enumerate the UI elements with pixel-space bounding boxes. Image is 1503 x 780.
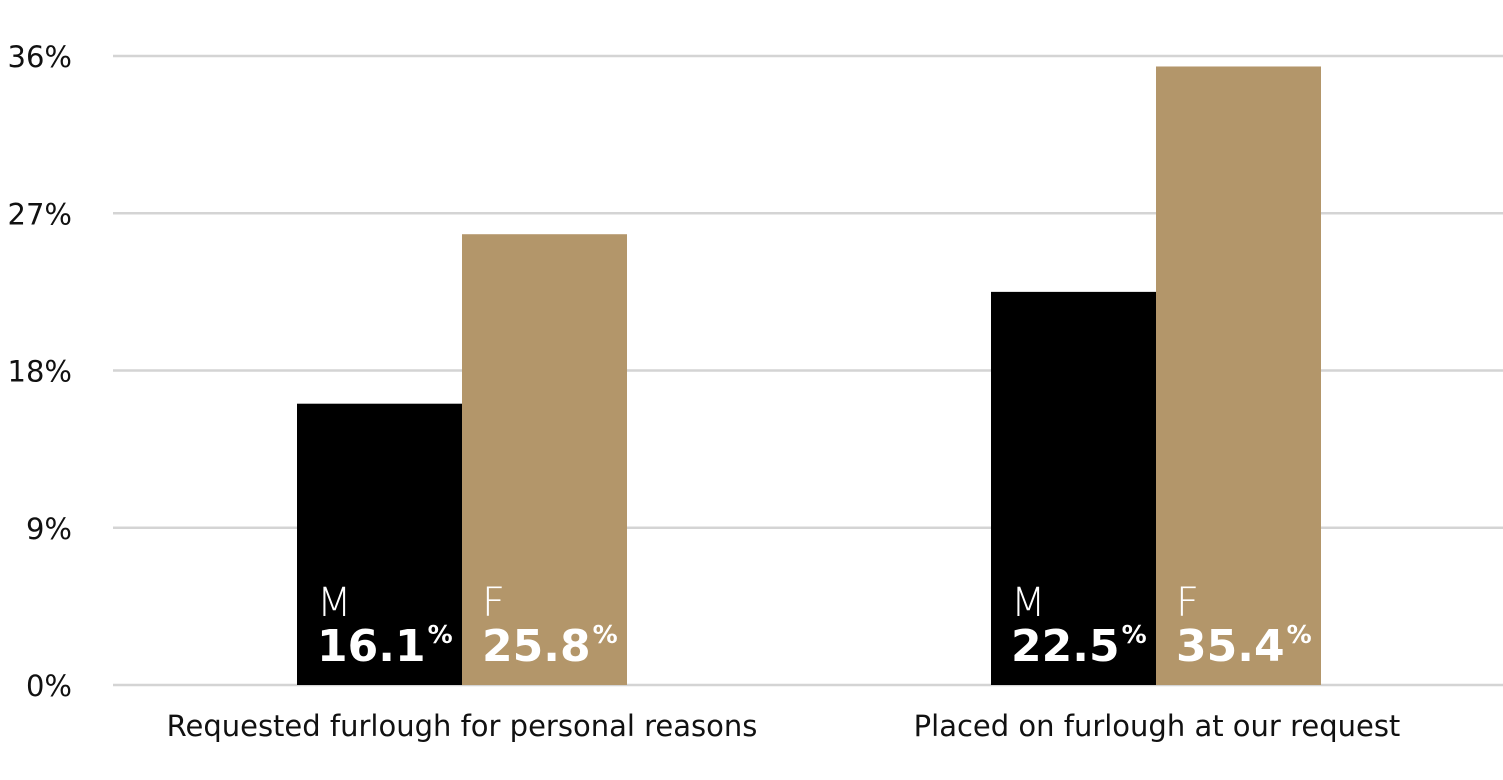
y-tick-label: 36% [8,40,72,74]
bar-m-1 [297,403,462,685]
data-label: 35.4% [1176,620,1312,672]
data-label: 22.5% [1011,620,1147,672]
bars [297,66,1321,685]
series-letter-label: M [317,580,352,626]
x-category-label: Requested furlough for personal reasons [167,709,758,743]
x-category-label: Placed on furlough at our request [914,709,1401,743]
y-tick-label: 9% [26,512,72,546]
bar-f-1 [462,234,627,685]
y-tick-label: 0% [26,669,72,703]
bar-m-2 [991,291,1156,685]
y-tick-label: 18% [8,355,72,389]
series-letter-label: M [1011,580,1046,626]
x-axis-category-labels: Requested furlough for personal reasons P… [167,709,1401,743]
y-axis-tick-labels: 0% 9% 18% 27% 36% [8,40,72,703]
bar-labels: M16.1%M22.5%F25.8%F35.4% [317,580,1312,672]
series-letter-label: F [482,580,505,626]
series-letter-label: F [1176,580,1199,626]
data-label: 25.8% [482,620,618,672]
y-tick-label: 27% [8,197,72,231]
bar-f-2 [1156,66,1321,685]
data-label: 16.1% [317,620,453,672]
